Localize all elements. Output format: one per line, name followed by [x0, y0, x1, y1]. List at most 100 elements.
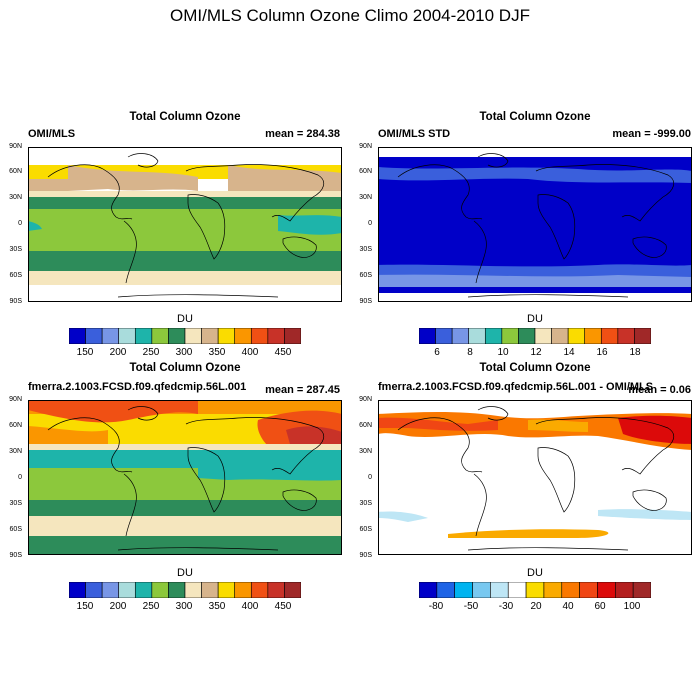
colorbar-label: DU — [177, 567, 193, 579]
lat-label: 60S — [359, 272, 372, 279]
colorbar-swatch — [234, 328, 252, 344]
map-patch-pos-south — [448, 529, 609, 538]
colorbar-swatch — [234, 582, 252, 598]
colorbar-tick: 40 — [562, 601, 574, 612]
colorbar-fmerra — [69, 582, 301, 598]
colorbar-swatch — [534, 328, 552, 344]
lat-label: 0 — [18, 220, 22, 227]
colorbar-tick: 6 — [434, 347, 440, 358]
colorbar-omi-mls — [69, 328, 301, 344]
colorbar-swatch — [85, 328, 103, 344]
colorbar-swatch — [468, 328, 486, 344]
colorbar-swatch — [472, 582, 491, 598]
panel-title: Total Column Ozone — [129, 111, 241, 123]
lat-label: 30S — [359, 500, 372, 507]
colorbar-tick: 20 — [530, 601, 542, 612]
map-patch-neg — [598, 509, 692, 520]
colorbar-swatch — [118, 582, 136, 598]
panel-title: Total Column Ozone — [479, 362, 591, 374]
colorbar-tick: 16 — [596, 347, 608, 358]
colorbar-tick: 450 — [274, 601, 292, 612]
ozone-map-fmerra — [28, 400, 342, 555]
colorbar-swatch — [507, 582, 527, 598]
colorbar-swatch — [118, 328, 136, 344]
colorbar-swatch — [597, 582, 616, 598]
colorbar-tick: 350 — [208, 347, 226, 358]
panel-left-label: fmerra.2.1003.FCSD.f09.qfedcmip.56L.001 — [28, 381, 247, 393]
colorbar-swatch — [134, 582, 153, 598]
colorbar-swatch — [168, 328, 186, 344]
lat-label: 60N — [9, 168, 22, 175]
colorbar-tick: 18 — [629, 347, 641, 358]
colorbar-swatch — [634, 328, 651, 344]
lat-label: 60S — [9, 526, 22, 533]
map-band-300 — [28, 500, 342, 516]
colorbar-swatch — [267, 328, 285, 344]
colorbar-tick: 10 — [497, 347, 509, 358]
map-band-missing — [28, 285, 342, 302]
lat-label: 60N — [359, 422, 372, 429]
colorbar-tick: 100 — [623, 601, 641, 612]
colorbar-tick: -80 — [428, 601, 444, 612]
map-band-290 — [28, 197, 342, 209]
colorbar-swatch — [419, 328, 436, 344]
colorbar-swatch — [584, 328, 602, 344]
map-band-300b — [28, 536, 342, 555]
map-band-missing — [378, 293, 692, 302]
colorbar-swatch — [184, 582, 202, 598]
panel-title: Total Column Ozone — [129, 362, 241, 374]
colorbar-tick: 400 — [241, 601, 259, 612]
lat-label: 60S — [359, 526, 372, 533]
lat-label: 90S — [359, 552, 372, 559]
colorbar-tick: 450 — [274, 347, 292, 358]
page-title: OMI/MLS Column Ozone Climo 2004-2010 DJF — [170, 6, 530, 25]
colorbar-swatch — [250, 582, 269, 598]
colorbar-swatch — [567, 328, 586, 344]
colorbar-tick: 150 — [76, 601, 94, 612]
colorbar-swatch — [69, 582, 86, 598]
map-frame — [378, 147, 692, 302]
panel-title: Total Column Ozone — [479, 111, 591, 123]
colorbar-swatch — [617, 328, 635, 344]
map-band-300 — [28, 251, 342, 271]
colorbar-tick: 250 — [142, 347, 160, 358]
map-patch-pos — [378, 412, 692, 450]
map-patch-tan — [68, 165, 198, 191]
map-frame — [28, 147, 342, 302]
map-band-missing — [28, 147, 342, 165]
lat-label: 60S — [9, 272, 22, 279]
colorbar-tick: 200 — [109, 601, 127, 612]
colorbar-swatch — [600, 328, 619, 344]
colorbar-tick: 300 — [175, 347, 193, 358]
colorbar-swatch — [436, 582, 456, 598]
map-band-310 — [28, 444, 342, 450]
map-patch-teal — [278, 215, 342, 235]
colorbar-swatch — [484, 328, 503, 344]
colorbar-swatch — [435, 328, 453, 344]
lat-label: 30S — [9, 246, 22, 253]
colorbar-difference — [419, 582, 651, 598]
lat-label: 60N — [359, 168, 372, 175]
ozone-map-omi-mls-std — [378, 147, 692, 302]
colorbar-swatch — [101, 582, 120, 598]
panel-left-label: OMI/MLS — [28, 128, 76, 140]
panel-mean-label: mean = -999.00 — [612, 128, 691, 140]
map-band-320 — [28, 516, 342, 536]
map-patch-high — [28, 400, 198, 423]
lat-label: 30N — [359, 448, 372, 455]
colorbar-tick: 14 — [563, 347, 575, 358]
colorbar-swatch — [501, 328, 519, 344]
colorbar-swatch — [284, 582, 301, 598]
colorbar-swatch — [632, 582, 651, 598]
colorbar-tick: 60 — [594, 601, 606, 612]
colorbar-swatch — [250, 328, 269, 344]
colorbar-swatch — [451, 328, 470, 344]
lat-label: 90N — [9, 143, 22, 150]
ozone-map-difference — [378, 400, 692, 555]
colorbar-label: DU — [527, 313, 543, 325]
colorbar-swatch — [615, 582, 634, 598]
lat-label: 30S — [359, 246, 372, 253]
lat-label: 0 — [18, 474, 22, 481]
colorbar-tick: -50 — [463, 601, 479, 612]
panel-mean-label: mean = 287.45 — [265, 384, 340, 396]
